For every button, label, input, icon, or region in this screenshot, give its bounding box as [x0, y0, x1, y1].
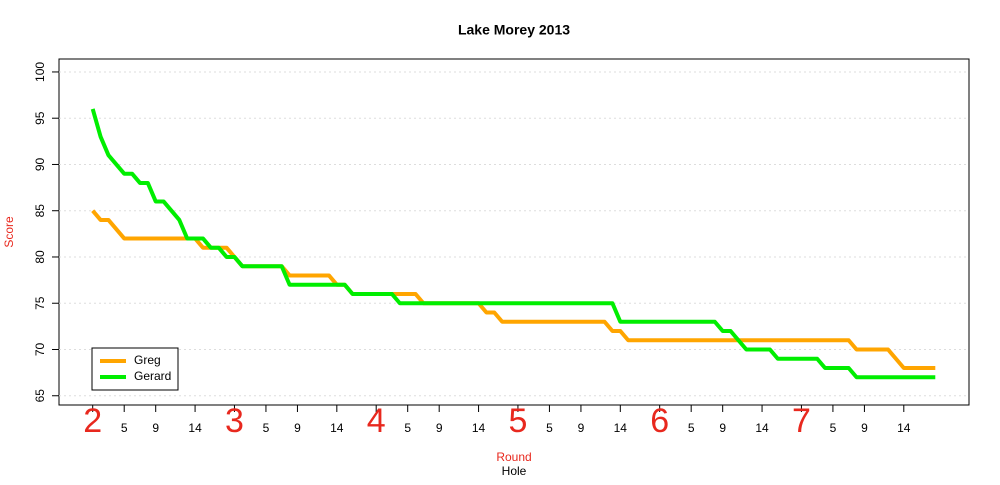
legend-label: Gerard: [134, 369, 171, 383]
x-tick-label: 9: [152, 421, 159, 435]
y-tick-label: 95: [33, 111, 47, 125]
series-line: [91, 209, 936, 370]
x-tick-label: 9: [861, 421, 868, 435]
y-tick-label: 80: [33, 250, 47, 264]
round-label: 6: [650, 402, 669, 440]
x-tick-label: 5: [121, 421, 128, 435]
x-tick-label: 14: [472, 421, 486, 435]
y-tick-label: 90: [33, 157, 47, 171]
x-tick-label: 9: [719, 421, 726, 435]
y-tick-label: 70: [33, 342, 47, 356]
chart-title: Lake Morey 2013: [458, 22, 570, 38]
y-tick-label: 85: [33, 204, 47, 218]
x-tick-label: 14: [614, 421, 628, 435]
x-tick-label: 14: [755, 421, 769, 435]
x-tick-label: 5: [404, 421, 411, 435]
legend: Greg Gerard: [91, 347, 179, 391]
x-tick-label: 5: [688, 421, 695, 435]
plot-box: [58, 58, 970, 406]
x-tick-label: 5: [546, 421, 553, 435]
x-tick-label: 9: [294, 421, 301, 435]
y-axis-label: Score: [2, 216, 16, 248]
x-tick-label: 5: [830, 421, 837, 435]
x-axis-label-round: Round: [496, 450, 531, 464]
round-label: 7: [792, 402, 811, 440]
x-tick-label: 14: [330, 421, 344, 435]
round-label: 5: [508, 402, 527, 440]
y-tick-label: 65: [33, 389, 47, 403]
y-tick-label: 100: [33, 62, 47, 82]
round-label: 3: [225, 402, 244, 440]
y-tick-label: 75: [33, 296, 47, 310]
x-tick-label: 9: [578, 421, 585, 435]
x-tick-label: 14: [188, 421, 202, 435]
x-tick-label: 14: [897, 421, 911, 435]
x-tick-label: 9: [436, 421, 443, 435]
legend-box: [91, 347, 179, 391]
x-tick-label: 5: [263, 421, 270, 435]
round-label: 4: [367, 402, 386, 440]
x-axis-label: Hole: [502, 464, 527, 478]
legend-label: Greg: [134, 353, 161, 367]
series-line: [90, 108, 936, 380]
round-label: 2: [83, 402, 102, 440]
